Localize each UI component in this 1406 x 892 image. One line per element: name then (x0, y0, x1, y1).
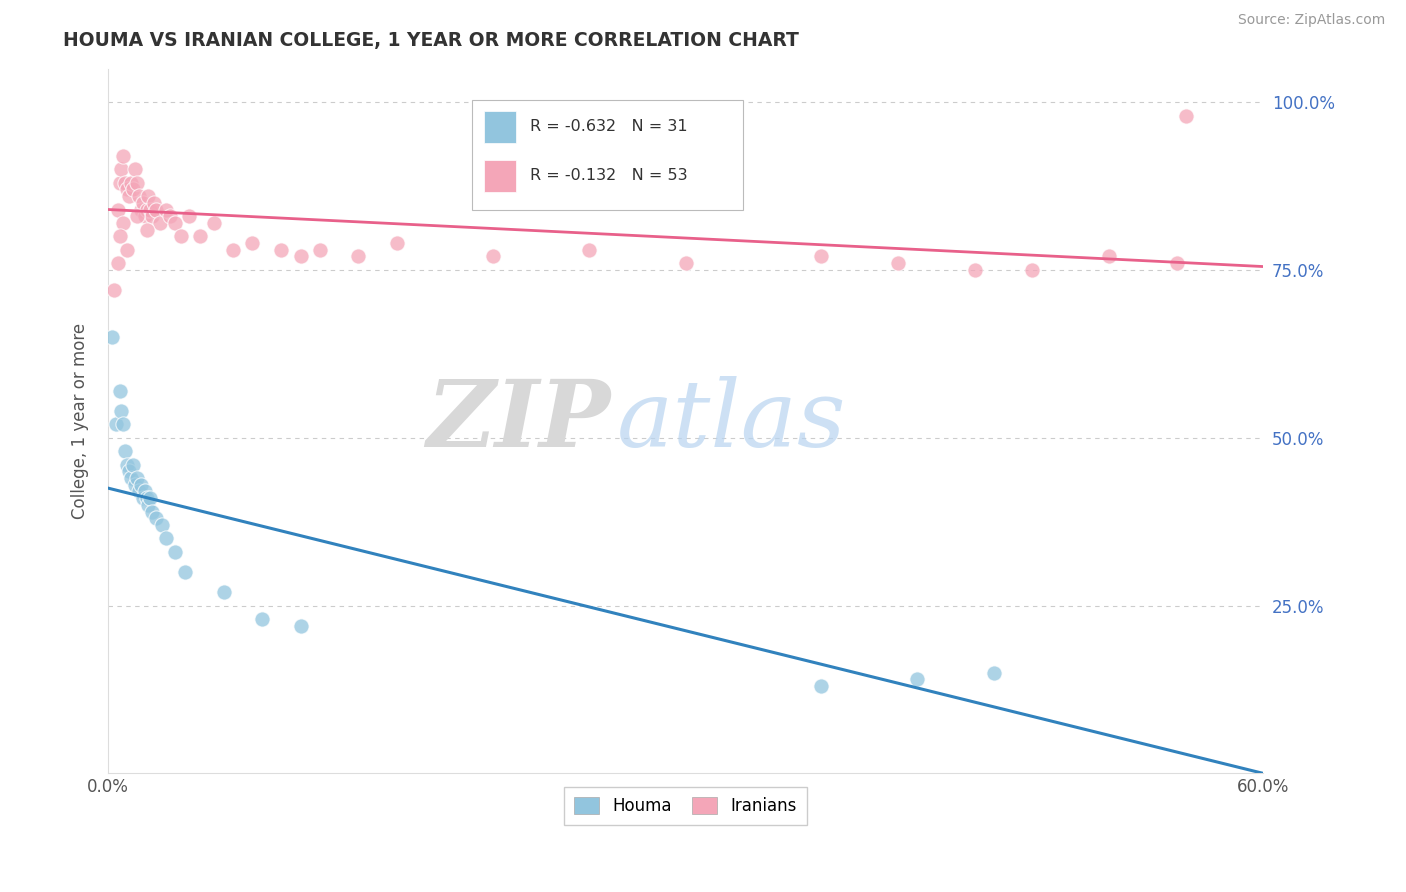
Point (1175, 109, 1198, 123)
Point (107, 202, 129, 217)
Point (114, 444, 136, 458)
FancyBboxPatch shape (472, 100, 744, 210)
Point (578, 243, 600, 257)
Point (122, 458, 145, 472)
Point (135, 202, 157, 217)
Text: atlas: atlas (616, 376, 846, 466)
Point (134, 484, 156, 499)
Point (270, 243, 292, 257)
Point (983, 665, 1005, 680)
Point (112, 417, 135, 432)
Point (143, 195, 166, 210)
Point (108, 384, 131, 398)
Point (149, 216, 172, 230)
FancyBboxPatch shape (484, 161, 516, 192)
FancyBboxPatch shape (484, 111, 516, 143)
Point (120, 176, 142, 190)
Point (108, 176, 131, 190)
Point (135, 491, 157, 505)
Point (385, 235, 408, 250)
Point (128, 189, 150, 203)
Point (107, 256, 129, 270)
Point (810, 250, 832, 264)
Point (117, 182, 139, 196)
Point (120, 471, 142, 485)
Point (155, 532, 177, 546)
Point (139, 491, 162, 505)
Point (122, 182, 145, 196)
Point (128, 484, 150, 499)
Point (135, 222, 157, 236)
Point (131, 195, 153, 210)
Legend: Houma, Iranians: Houma, Iranians (564, 787, 807, 825)
Point (250, 612, 273, 626)
Point (1021, 263, 1043, 277)
Point (125, 471, 148, 485)
Point (212, 585, 235, 599)
Point (103, 283, 125, 297)
Text: R = -0.132   N = 53: R = -0.132 N = 53 (530, 169, 688, 183)
Point (145, 202, 167, 217)
Text: ZIP: ZIP (426, 376, 610, 466)
Point (222, 243, 245, 257)
Point (114, 176, 136, 190)
Text: HOUMA VS IRANIAN COLLEGE, 1 YEAR OR MORE CORRELATION CHART: HOUMA VS IRANIAN COLLEGE, 1 YEAR OR MORE… (63, 31, 799, 50)
Point (810, 679, 832, 693)
Point (118, 464, 141, 478)
Point (117, 458, 139, 472)
Y-axis label: College, 1 year or more: College, 1 year or more (72, 323, 89, 519)
Point (482, 250, 505, 264)
Point (963, 263, 986, 277)
Point (145, 511, 167, 525)
Point (290, 618, 312, 632)
Point (124, 477, 146, 491)
Point (110, 404, 132, 418)
Point (139, 202, 162, 217)
Point (131, 491, 153, 505)
Point (675, 256, 697, 270)
Point (290, 250, 312, 264)
Point (138, 189, 160, 203)
Point (129, 477, 152, 491)
Point (129, 202, 152, 217)
Point (117, 243, 139, 257)
Point (886, 256, 908, 270)
Point (165, 545, 187, 559)
Point (125, 176, 148, 190)
Point (242, 235, 264, 250)
Point (159, 209, 181, 223)
Point (155, 202, 177, 217)
Point (308, 243, 330, 257)
Point (108, 229, 131, 244)
Point (125, 209, 148, 223)
Point (190, 229, 212, 244)
Point (141, 209, 163, 223)
Point (177, 209, 200, 223)
Point (118, 189, 141, 203)
Text: R = -0.632   N = 31: R = -0.632 N = 31 (530, 119, 688, 134)
Point (170, 229, 193, 244)
Point (134, 209, 156, 223)
Point (112, 149, 135, 163)
Text: Source: ZipAtlas.com: Source: ZipAtlas.com (1237, 13, 1385, 28)
Point (124, 162, 146, 177)
Point (110, 162, 132, 177)
Point (1098, 250, 1121, 264)
Point (165, 216, 187, 230)
Point (202, 216, 225, 230)
Point (905, 673, 928, 687)
Point (1166, 256, 1188, 270)
Point (347, 250, 370, 264)
Point (104, 417, 127, 432)
Point (150, 518, 173, 533)
Point (112, 216, 135, 230)
Point (141, 505, 163, 519)
Point (101, 330, 124, 344)
Point (174, 565, 197, 579)
Point (138, 498, 160, 512)
